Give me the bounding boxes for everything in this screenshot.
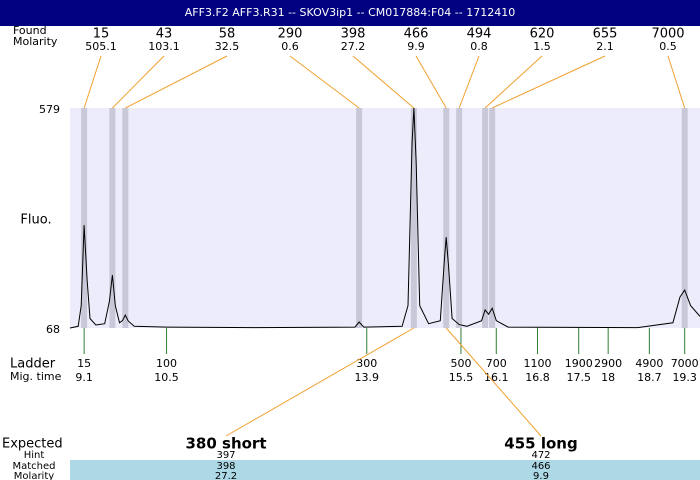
ladder-time: 16.1 — [484, 371, 509, 384]
expected-hint: 397 — [216, 450, 235, 461]
peak-size: 43 — [156, 27, 173, 42]
peak-band — [122, 108, 129, 328]
expected-connector — [445, 327, 542, 437]
peak-band — [356, 108, 363, 328]
y-label: Fluo. — [20, 213, 51, 228]
y-tick-label: 579 — [39, 103, 60, 116]
peak-size: 58 — [219, 27, 236, 42]
peak-molarity: 0.8 — [470, 40, 488, 53]
peak-band — [482, 108, 489, 328]
peak-size: 7000 — [651, 27, 684, 42]
peak-size: 290 — [278, 27, 303, 42]
ladder-time: 18.7 — [637, 371, 662, 384]
peak-band — [681, 108, 688, 328]
ladder-time: 13.9 — [354, 371, 379, 384]
peak-connector — [352, 55, 415, 109]
ladder-size: 15 — [77, 357, 91, 370]
peak-molarity: 2.1 — [596, 40, 614, 53]
peak-row-label: Found — [13, 24, 47, 37]
ladder-size: 500 — [450, 357, 471, 370]
peak-connector — [125, 55, 228, 109]
peak-band — [81, 108, 88, 328]
ladder-time: 15.5 — [449, 371, 474, 384]
peak-connector — [415, 55, 447, 109]
expected-molarity: 27.2 — [215, 471, 237, 480]
peak-connector — [112, 55, 165, 109]
expected-label: 380 short — [185, 435, 266, 453]
peak-band — [109, 108, 116, 328]
peak-size: 494 — [467, 27, 492, 42]
expected-hint: 472 — [531, 450, 550, 461]
ladder-row-label: Ladder — [10, 357, 56, 372]
expected-matched: 398 — [216, 461, 235, 472]
chart-title: AFF3.F2 AFF3.R31 -- SKOV3ip1 -- CM017884… — [185, 6, 515, 19]
peak-row-label: Molarity — [13, 35, 58, 48]
peak-molarity: 27.2 — [341, 40, 366, 53]
peak-connector — [491, 55, 606, 109]
peak-band — [489, 108, 496, 328]
ladder-time: 16.8 — [525, 371, 550, 384]
peak-size: 620 — [530, 27, 555, 42]
peak-molarity: 505.1 — [85, 40, 117, 53]
peak-molarity: 1.5 — [533, 40, 551, 53]
trace — [69, 107, 700, 329]
ladder-time: 10.5 — [154, 371, 179, 384]
ladder-size: 4900 — [635, 357, 663, 370]
peak-size: 398 — [341, 27, 366, 42]
peak-connector — [667, 55, 686, 109]
ladder-time: 9.1 — [75, 371, 93, 384]
expected-row-label: Expected — [2, 437, 63, 452]
peak-size: 15 — [93, 27, 110, 42]
peak-molarity: 0.5 — [659, 40, 677, 53]
ladder-size: 700 — [486, 357, 507, 370]
ladder-size: 7000 — [671, 357, 699, 370]
y-tick-label: 68 — [46, 323, 60, 336]
expected-row-label: Matched — [12, 461, 55, 472]
peak-molarity: 9.9 — [407, 40, 425, 53]
peak-band — [443, 108, 450, 328]
peak-molarity: 0.6 — [281, 40, 299, 53]
ladder-size: 1100 — [523, 357, 551, 370]
peak-connector — [83, 55, 102, 109]
expected-connector — [225, 327, 415, 437]
peak-connector — [458, 55, 480, 109]
peak-molarity: 32.5 — [215, 40, 240, 53]
peak-connector — [484, 55, 543, 109]
ladder-size: 300 — [356, 357, 377, 370]
ladder-time: 17.5 — [566, 371, 591, 384]
ladder-size: 100 — [156, 357, 177, 370]
peak-size: 655 — [593, 27, 618, 42]
expected-molarity: 9.9 — [533, 471, 549, 480]
ladder-size: 2900 — [594, 357, 622, 370]
ladder-size: 1900 — [565, 357, 593, 370]
ladder-time: 19.3 — [672, 371, 697, 384]
title-bar — [0, 0, 700, 26]
peak-band — [410, 108, 417, 328]
expected-row-label: Molarity — [14, 471, 54, 480]
expected-label: 455 long — [504, 435, 577, 453]
expected-matched: 466 — [531, 461, 550, 472]
plot-area — [70, 108, 700, 328]
peak-band — [456, 108, 463, 328]
peak-molarity: 103.1 — [148, 40, 180, 53]
ladder-time: 18 — [601, 371, 615, 384]
ladder-row-label: Mig. time — [10, 370, 62, 383]
peak-size: 466 — [404, 27, 429, 42]
expected-row-label: Hint — [24, 450, 45, 461]
matched-band — [70, 460, 700, 480]
peak-connector — [289, 55, 360, 109]
